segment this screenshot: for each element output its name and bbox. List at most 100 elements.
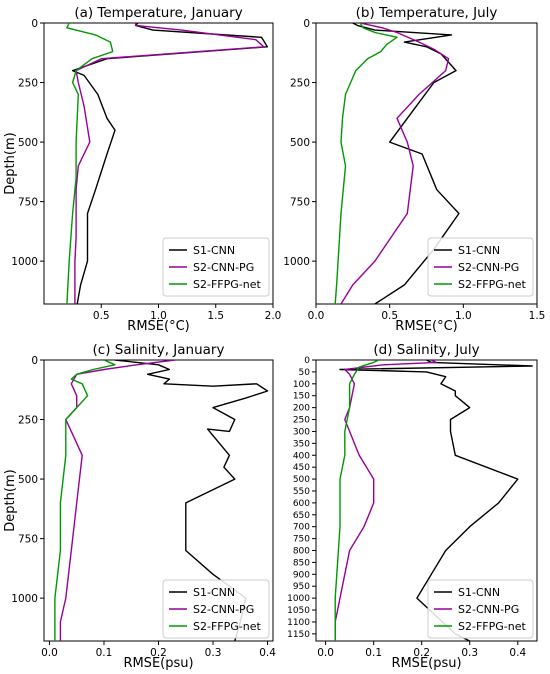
x-axis-label: RMSE(°C) (127, 319, 189, 334)
x-tick-label: 0.0 (41, 647, 58, 659)
panel-c: (c) Salinity, January RMSE(psu) Depth(m)… (3, 342, 276, 671)
y-tick-label: 750 (18, 534, 38, 546)
x-tick-label: 0.0 (308, 310, 325, 322)
legend-label: S2-CNN-PG (193, 261, 254, 274)
panel-title: (b) Temperature, July (356, 5, 498, 21)
legend: S1-CNN S2-CNN-PG S2-FFPG-net (162, 579, 270, 639)
series-line-s2-cnn-pg (74, 23, 265, 304)
series-line-s2-cnn-pg (340, 23, 450, 304)
y-tick-label: 1000 (283, 256, 310, 268)
x-axis-label: RMSE(°C) (395, 319, 457, 334)
y-tick-label: 550 (293, 487, 310, 497)
y-tick-label: 100 (293, 380, 310, 390)
legend-box (427, 579, 534, 639)
x-ticks: 0.0 0.5 1.0 1.5 (308, 304, 546, 322)
legend: S1-CNN S2-CNN-PG S2-FFPG-net (162, 237, 270, 297)
y-tick-label: 1000 (11, 593, 38, 605)
x-tick-label: 0.3 (461, 647, 478, 659)
y-tick-label: 900 (293, 570, 310, 580)
legend-label: S2-CNN-PG (458, 261, 519, 274)
x-ticks: 0.5 1.0 1.5 2.0 (93, 304, 281, 322)
y-ticks: 0 250 500 750 1000 (11, 18, 44, 268)
series-line-s1-cnn (339, 360, 533, 641)
x-ticks: 0.0 0.1 0.2 0.3 0.4 (41, 641, 276, 659)
y-tick-label: 500 (293, 475, 310, 485)
y-tick-label: 650 (293, 511, 310, 521)
x-tick-label: 0.5 (93, 310, 110, 322)
x-tick-label: 0.3 (205, 647, 222, 659)
x-tick-label: 0.2 (150, 647, 167, 659)
panel-a: (a) Temperature, January RMSE(°C) Depth(… (3, 5, 281, 334)
y-tick-label: 1100 (287, 618, 310, 628)
legend-label: S2-FFPG-net (193, 278, 261, 291)
y-tick-label: 750 (293, 535, 310, 545)
x-axis-label: RMSE(psu) (391, 656, 461, 671)
y-tick-label: 500 (18, 474, 38, 486)
y-tick-label: 1050 (287, 606, 310, 616)
legend-box (162, 237, 270, 297)
legend: S1-CNN S2-CNN-PG S2-FFPG-net (427, 237, 534, 297)
y-tick-label: 600 (293, 499, 310, 509)
y-tick-label: 800 (293, 547, 310, 557)
series-lines (334, 360, 533, 641)
legend-label: S2-CNN-PG (458, 603, 519, 616)
y-tick-label: 700 (293, 523, 310, 533)
y-tick-label: 950 (293, 582, 310, 592)
y-tick-label: 750 (18, 197, 38, 209)
x-tick-label: 0.4 (509, 647, 526, 659)
y-tick-label: 1150 (287, 630, 310, 640)
series-line-s2-ffpg-net (334, 23, 398, 304)
series-line-s1-cnn (71, 23, 268, 304)
y-tick-label: 250 (18, 78, 38, 90)
legend-label: S1-CNN (193, 586, 235, 599)
x-tick-label: 1.0 (150, 310, 167, 322)
x-tick-label: 0.1 (365, 647, 382, 659)
x-tick-label: 1.0 (455, 310, 472, 322)
x-ticks: 0.0 0.1 0.2 0.3 0.4 (317, 641, 526, 659)
series-line-s2-ffpg-net (66, 23, 114, 304)
y-tick-label: 50 (299, 368, 311, 378)
legend-label: S1-CNN (458, 586, 500, 599)
x-tick-label: 0.1 (96, 647, 113, 659)
y-tick-label: 850 (293, 558, 310, 568)
y-tick-label: 1000 (287, 594, 310, 604)
y-tick-label: 0 (303, 18, 310, 30)
legend-label: S1-CNN (193, 244, 235, 257)
series-lines (334, 23, 460, 304)
y-tick-label: 350 (293, 439, 310, 449)
series-line-s2-cnn-pg (334, 360, 437, 641)
series-line-s1-cnn (114, 360, 269, 641)
x-tick-label: 2.0 (265, 310, 282, 322)
legend-label: S2-FFPG-net (458, 620, 526, 633)
legend-label: S2-CNN-PG (193, 603, 254, 616)
y-tick-label: 750 (290, 197, 310, 209)
x-axis-label: RMSE(psu) (123, 656, 193, 671)
x-tick-label: 0.5 (381, 310, 398, 322)
y-axis-label: Depth(m) (3, 132, 18, 194)
x-tick-label: 1.5 (207, 310, 224, 322)
y-tick-label: 500 (290, 137, 310, 149)
x-tick-label: 1.5 (529, 310, 546, 322)
x-tick-label: 0.4 (259, 647, 276, 659)
y-tick-label: 0 (304, 356, 310, 366)
panel-d: (d) Salinity, July RMSE(psu) 0.0 0.1 0.2 0.… (287, 342, 538, 671)
legend-label: S2-FFPG-net (458, 278, 526, 291)
y-tick-label: 250 (293, 416, 310, 426)
y-tick-label: 150 (293, 392, 310, 402)
legend-box (427, 237, 534, 297)
panel-title: (a) Temperature, January (74, 5, 242, 21)
y-tick-label: 200 (293, 404, 310, 414)
panel-title: (d) Salinity, July (373, 342, 479, 358)
y-tick-label: 0 (31, 18, 38, 30)
x-tick-label: 0.2 (413, 647, 430, 659)
series-line-s2-ffpg-net (54, 360, 116, 641)
y-tick-label: 250 (18, 415, 38, 427)
series-line-s2-ffpg-net (334, 360, 379, 641)
legend-label: S2-FFPG-net (193, 620, 261, 633)
y-tick-label: 300 (293, 427, 310, 437)
series-lines (66, 23, 268, 304)
y-tick-label: 500 (18, 137, 38, 149)
y-ticks: 0 250 500 750 1000 (283, 18, 316, 268)
